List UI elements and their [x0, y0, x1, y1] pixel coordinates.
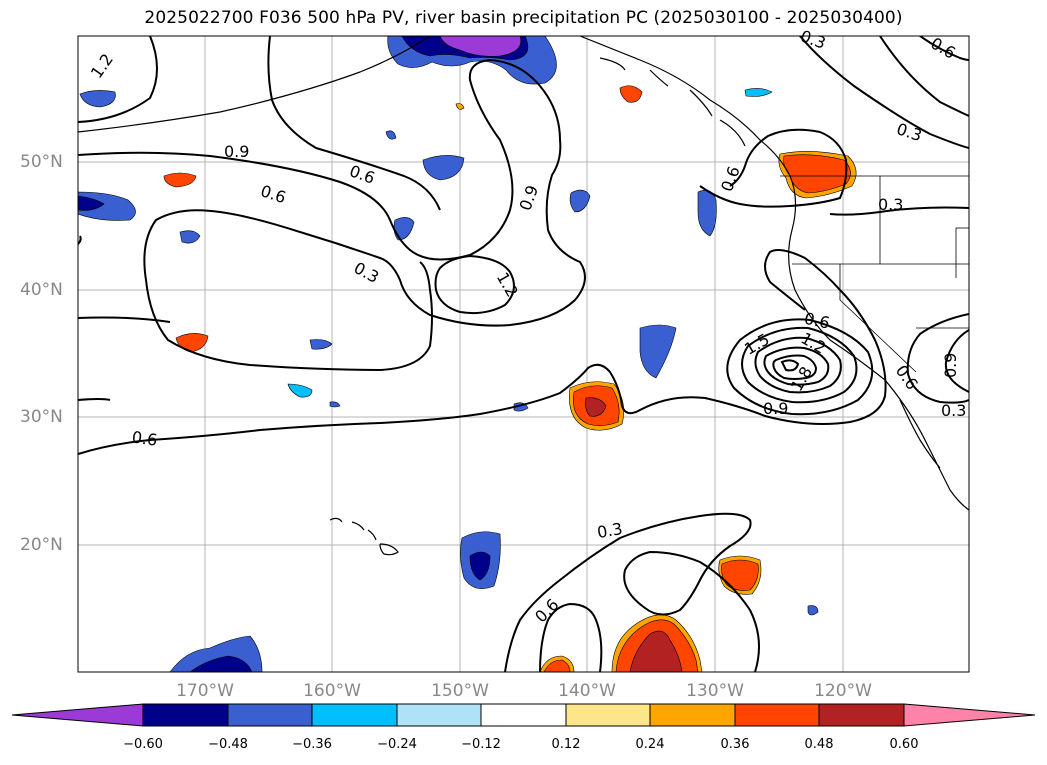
colorbar-tick-label: −0.24	[377, 737, 417, 752]
colorbar-tick-label: −0.48	[208, 737, 248, 752]
contour-label: 0.9	[941, 353, 960, 378]
contour-label: 1.2	[493, 269, 522, 301]
colorbar-tick-label: 0.36	[720, 737, 750, 752]
pv-contours	[78, 36, 969, 672]
lon-label: 150°W	[431, 681, 489, 701]
contour-label: 0.6	[258, 181, 288, 207]
lon-label: 140°W	[558, 681, 616, 701]
lat-label: 30°N	[20, 407, 63, 427]
contour-label: 0.3	[941, 401, 966, 420]
colorbar-bin	[649, 703, 736, 727]
lon-label: 170°W	[176, 681, 234, 701]
lon-label: 160°W	[303, 681, 361, 701]
lon-label: 120°W	[814, 681, 872, 701]
colorbar-bin	[818, 703, 905, 727]
state-borders	[780, 175, 969, 373]
colorbar-bin	[480, 703, 567, 727]
colorbar-bin	[734, 703, 820, 727]
colorbar-tick-label: 0.48	[804, 737, 834, 752]
contour-label: 0.9	[763, 399, 788, 418]
colorbar-bin	[396, 703, 482, 727]
contour-label: 1.8	[787, 363, 816, 395]
contour-label: 0.6	[717, 164, 744, 194]
colorbar-tick-label: 0.24	[635, 737, 665, 752]
contour-labels: 1.2 0.9 0.6 0.6 0.3 0.6 0.9 1.2 0.6 0.3 …	[87, 26, 967, 626]
colorbar-tick-label: −0.60	[123, 737, 163, 752]
colorbar-bin	[311, 703, 398, 727]
coastlines	[78, 36, 969, 556]
colorbar-tick-label: 0.12	[551, 737, 581, 752]
lat-label: 40°N	[20, 280, 63, 300]
contour-label: 0.6	[927, 33, 959, 62]
lat-label: 50°N	[20, 152, 63, 172]
contour-label: 0.6	[131, 427, 159, 449]
colorbar-bin	[565, 703, 651, 727]
lon-label: 130°W	[686, 681, 744, 701]
colorbar-tick-label: −0.36	[292, 737, 332, 752]
colorbar-under-arrow	[11, 703, 144, 727]
positive-anomaly-patches	[163, 85, 857, 672]
contour-label: 0.6	[803, 309, 832, 333]
contour-label: 0.3	[351, 258, 382, 287]
contour-label: 0.3	[894, 119, 924, 145]
gridlines	[78, 36, 969, 672]
colorbar-tick-label: 0.60	[889, 737, 919, 752]
contour-label: 0.3	[878, 195, 903, 214]
colorbar	[11, 703, 1036, 727]
map-title: 2025022700 F036 500 hPa PV, river basin …	[144, 8, 903, 28]
contour-label: 0.3	[798, 26, 828, 53]
colorbar-bin	[142, 703, 229, 727]
contour-label: 0.3	[596, 519, 624, 542]
contour-label: 0.6	[531, 595, 562, 626]
lat-label: 20°N	[20, 535, 63, 555]
colorbar-over-arrow	[903, 703, 1036, 727]
contour-label: 0.9	[224, 142, 249, 161]
contour-label: 0.9	[516, 183, 543, 213]
colorbar-bin	[227, 703, 313, 727]
negative-anomaly-patches	[78, 36, 819, 672]
contour-label: 0.6	[892, 361, 922, 393]
map-frame	[77, 35, 970, 673]
contour-label: 1.2	[87, 50, 117, 82]
colorbar-tick-label: −0.12	[461, 737, 501, 752]
